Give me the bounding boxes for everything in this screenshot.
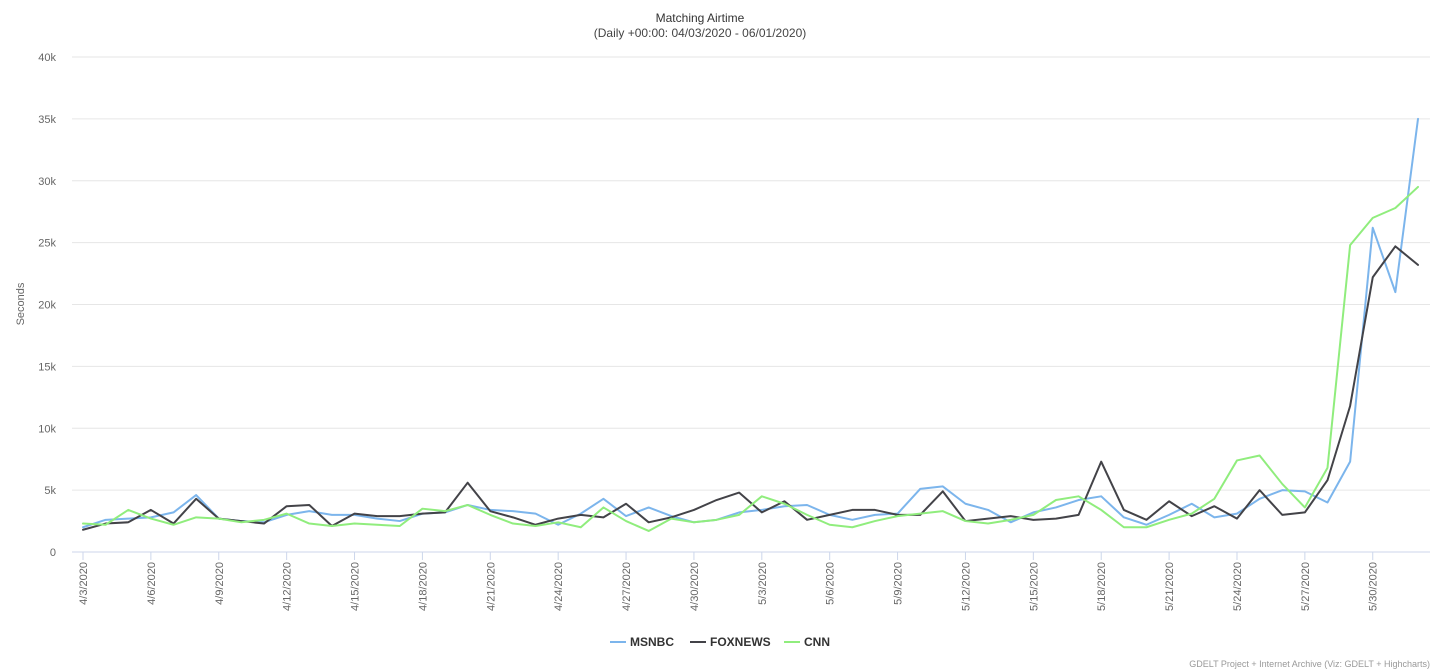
x-tick-label: 5/9/2020: [893, 562, 905, 605]
legend-item-msnbc[interactable]: MSNBC: [610, 635, 674, 649]
x-tick-label: 5/27/2020: [1300, 562, 1312, 611]
x-tick-label: 5/30/2020: [1368, 562, 1380, 611]
y-tick-label: 30k: [38, 176, 56, 188]
series-group: [82, 117, 1419, 532]
y-axis-title: Seconds: [15, 282, 27, 325]
y-axis: 0 5k 10k 15k 20k 25k 30k 35k 40k: [38, 52, 56, 559]
series-line-foxnews[interactable]: [82, 245, 1419, 531]
legend: MSNBC FOXNEWS CNN: [610, 635, 830, 649]
x-tick-label: 4/21/2020: [485, 562, 497, 611]
x-tick-label: 4/6/2020: [146, 562, 158, 605]
legend-label: MSNBC: [630, 635, 674, 649]
series-line-msnbc[interactable]: [82, 117, 1419, 529]
x-tick-label: 4/15/2020: [350, 562, 362, 611]
grid: [72, 56, 1430, 553]
x-tick-label: 5/18/2020: [1096, 562, 1108, 611]
legend-item-foxnews[interactable]: FOXNEWS: [690, 635, 771, 649]
x-tick-label: 5/24/2020: [1232, 562, 1244, 611]
x-tick-label: 4/27/2020: [621, 562, 633, 611]
series-line-cnn[interactable]: [82, 185, 1419, 532]
y-tick-label: 0: [50, 547, 56, 559]
x-tick-label: 4/30/2020: [689, 562, 701, 611]
x-tick-label: 4/18/2020: [417, 562, 429, 611]
x-tick-label: 4/9/2020: [214, 562, 226, 605]
y-tick-label: 15k: [38, 361, 56, 373]
chart-subtitle: (Daily +00:00: 04/03/2020 - 06/01/2020): [594, 26, 806, 40]
x-tick-label: 5/21/2020: [1164, 562, 1176, 611]
y-tick-label: 25k: [38, 238, 56, 250]
legend-label: FOXNEWS: [710, 635, 771, 649]
chart-title: Matching Airtime: [656, 11, 745, 25]
legend-item-cnn[interactable]: CNN: [784, 635, 830, 649]
x-tick-label: 5/12/2020: [960, 562, 972, 611]
legend-label: CNN: [804, 635, 830, 649]
x-tick-label: 5/15/2020: [1028, 562, 1040, 611]
x-tick-label: 4/24/2020: [553, 562, 565, 611]
y-tick-label: 10k: [38, 423, 56, 435]
x-tick-label: 5/6/2020: [825, 562, 837, 605]
y-tick-label: 5k: [44, 485, 56, 497]
credits[interactable]: GDELT Project + Internet Archive (Viz: G…: [1189, 659, 1430, 669]
x-tick-label: 4/12/2020: [282, 562, 294, 611]
y-tick-label: 40k: [38, 52, 56, 64]
x-tick-label: 5/3/2020: [757, 562, 769, 605]
x-axis: 4/3/2020 4/6/2020 4/9/2020 4/12/2020 4/15/20…: [78, 552, 1380, 611]
x-tick-label: 4/3/2020: [78, 562, 90, 605]
y-tick-label: 20k: [38, 300, 56, 312]
y-tick-label: 35k: [38, 114, 56, 126]
